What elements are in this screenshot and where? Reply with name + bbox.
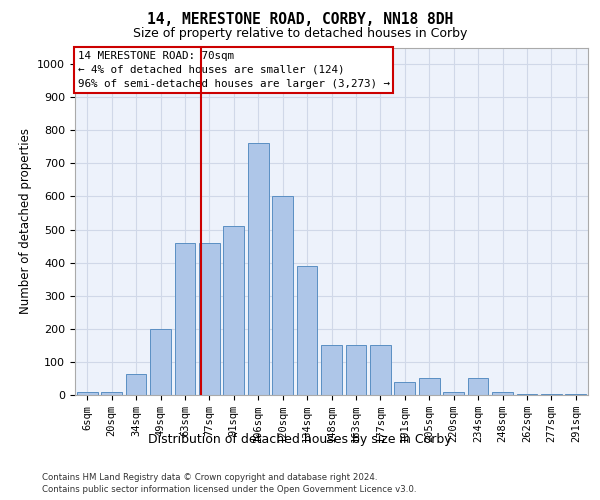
Bar: [517, 394, 538, 395]
Bar: [443, 392, 464, 395]
Y-axis label: Number of detached properties: Number of detached properties: [19, 128, 32, 314]
Bar: [296, 266, 317, 395]
Bar: [272, 196, 293, 395]
Bar: [150, 329, 171, 395]
Bar: [77, 392, 98, 395]
Text: 14, MERESTONE ROAD, CORBY, NN18 8DH: 14, MERESTONE ROAD, CORBY, NN18 8DH: [147, 12, 453, 28]
Bar: [419, 378, 440, 395]
Bar: [248, 144, 269, 395]
Bar: [175, 243, 196, 395]
Bar: [541, 394, 562, 395]
Bar: [565, 394, 586, 395]
Bar: [101, 392, 122, 395]
Bar: [223, 226, 244, 395]
Text: 14 MERESTONE ROAD: 70sqm
← 4% of detached houses are smaller (124)
96% of semi-d: 14 MERESTONE ROAD: 70sqm ← 4% of detache…: [77, 51, 389, 89]
Bar: [370, 346, 391, 395]
Bar: [394, 382, 415, 395]
Text: Contains public sector information licensed under the Open Government Licence v3: Contains public sector information licen…: [42, 485, 416, 494]
Bar: [125, 374, 146, 395]
Text: Contains HM Land Registry data © Crown copyright and database right 2024.: Contains HM Land Registry data © Crown c…: [42, 472, 377, 482]
Bar: [492, 392, 513, 395]
Text: Size of property relative to detached houses in Corby: Size of property relative to detached ho…: [133, 28, 467, 40]
Bar: [199, 243, 220, 395]
Bar: [346, 346, 367, 395]
Bar: [321, 346, 342, 395]
Bar: [467, 378, 488, 395]
Text: Distribution of detached houses by size in Corby: Distribution of detached houses by size …: [148, 432, 452, 446]
